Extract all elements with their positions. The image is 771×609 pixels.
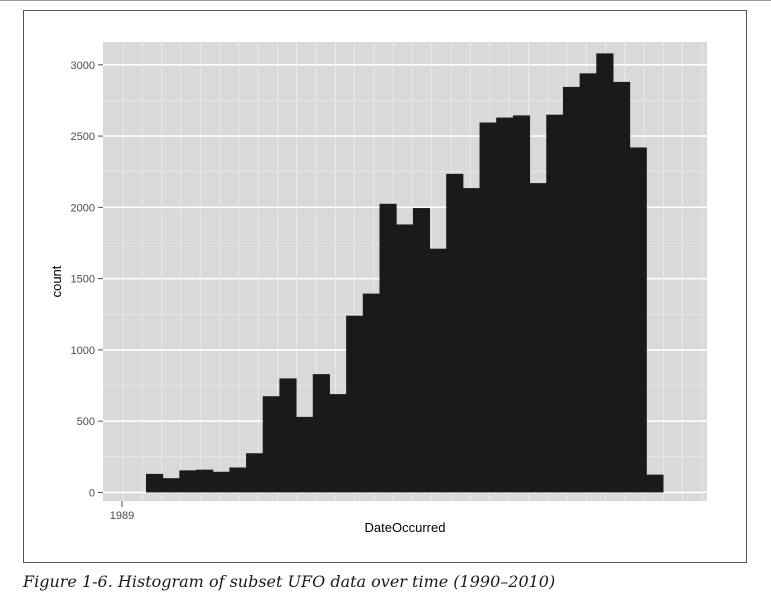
y-axis-title: count [49,265,64,297]
bar [212,471,230,493]
bar [179,470,197,493]
y-tick-label: 0 [89,487,95,499]
bar [346,315,364,493]
bar [312,374,330,493]
bar [579,73,597,493]
y-tick-label: 1500 [71,274,95,286]
bar [629,147,647,493]
y-tick-label: 2000 [71,202,95,214]
x-axis: 1989 [110,501,134,522]
bar [229,467,247,493]
bar [146,473,164,493]
bar [246,453,264,493]
x-tick-label: 1989 [110,510,134,522]
y-tick-label: 500 [77,416,95,428]
bar [262,396,280,493]
bar [462,188,481,493]
bar [429,248,447,493]
bar [379,203,397,493]
bar [646,474,664,493]
bar [412,208,431,493]
bar [196,469,214,493]
x-axis-title: DateOccurred [365,520,446,535]
bar [596,53,614,493]
y-tick-label: 1000 [71,345,95,357]
bar [529,183,547,493]
y-axis: 0 500 1000 1500 2000 2500 3000 [71,60,103,499]
bar [446,173,464,493]
bar [512,115,531,493]
top-rule [0,0,771,1]
y-tick-label: 2500 [71,131,95,143]
bar [496,117,514,493]
bar [279,378,297,493]
bar [479,122,497,493]
bars [146,53,664,493]
bar [612,81,631,493]
bar [396,224,414,493]
bar [296,416,314,493]
bar [562,86,581,493]
bar [162,478,180,493]
y-tick-label: 3000 [71,60,95,72]
figure-caption: Figure 1-6. Histogram of subset UFO data… [23,572,556,591]
bar [546,114,564,493]
bar [329,394,347,493]
bar [362,293,380,493]
